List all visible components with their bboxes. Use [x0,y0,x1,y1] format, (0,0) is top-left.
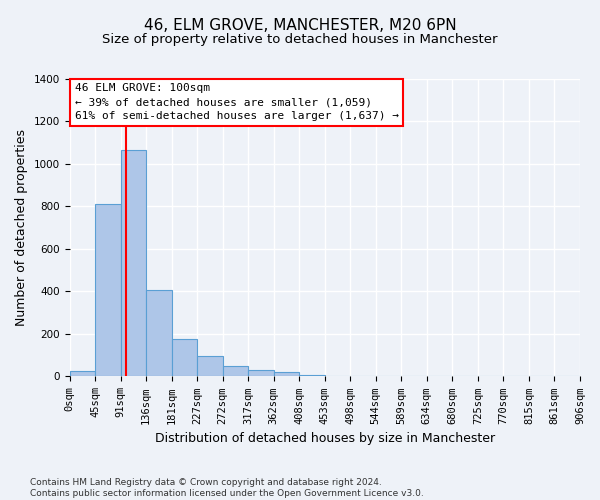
Text: 46, ELM GROVE, MANCHESTER, M20 6PN: 46, ELM GROVE, MANCHESTER, M20 6PN [143,18,457,32]
Text: Contains HM Land Registry data © Crown copyright and database right 2024.
Contai: Contains HM Land Registry data © Crown c… [30,478,424,498]
Bar [70,371,95,376]
Bar [274,372,299,376]
X-axis label: Distribution of detached houses by size in Manchester: Distribution of detached houses by size … [155,432,495,445]
Bar [146,290,172,376]
Y-axis label: Number of detached properties: Number of detached properties [15,129,28,326]
Bar [121,150,146,376]
Bar [172,338,197,376]
Text: 46 ELM GROVE: 100sqm
← 39% of detached houses are smaller (1,059)
61% of semi-de: 46 ELM GROVE: 100sqm ← 39% of detached h… [74,84,398,122]
Bar [95,204,121,376]
Bar [197,356,223,376]
Bar [248,370,274,376]
Bar [223,366,248,376]
Text: Size of property relative to detached houses in Manchester: Size of property relative to detached ho… [102,32,498,46]
